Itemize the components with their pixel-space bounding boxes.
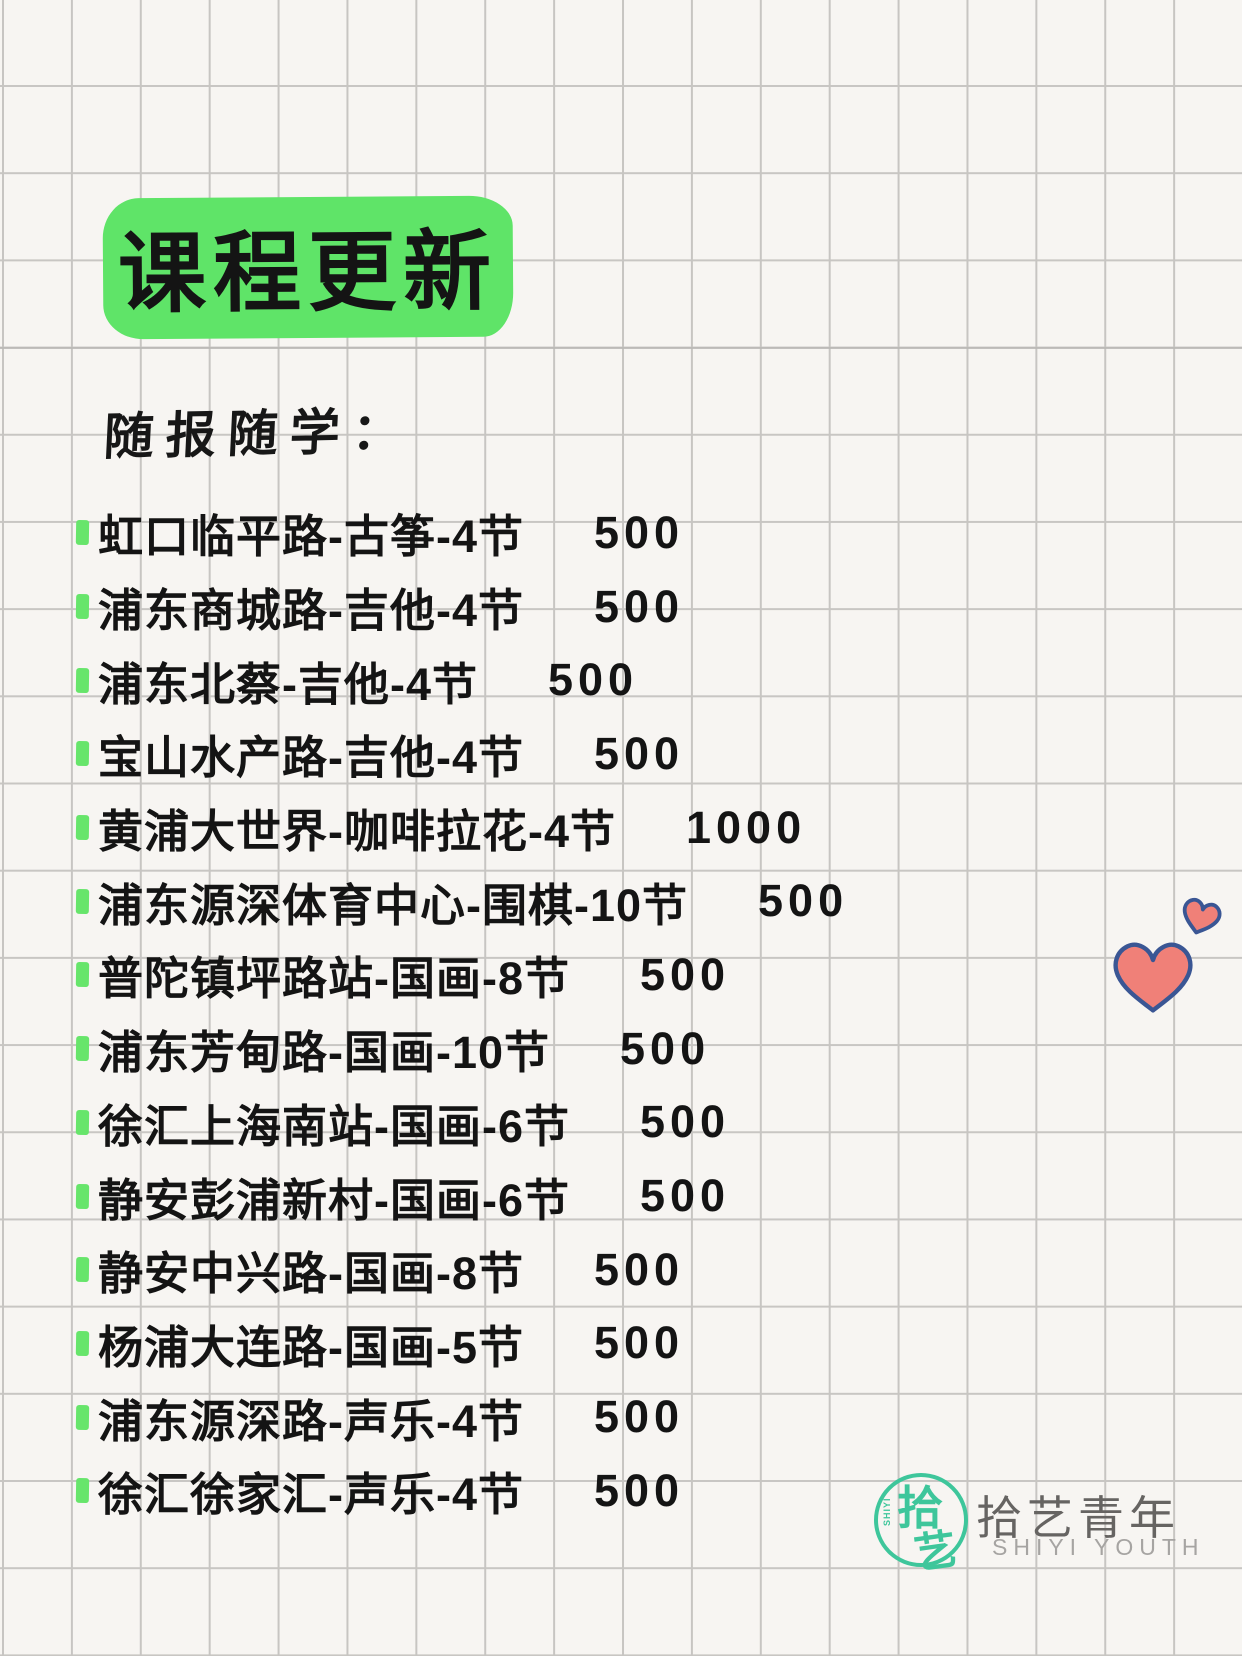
course-row: 黄浦大世界-咖啡拉花-4节 1000	[75, 791, 1176, 865]
title-highlight: 课程更新	[102, 195, 514, 340]
course-list: 虹口临平路-古筝-4节 500 浦东商城路-吉他-4节 500 浦东北蔡-吉他-…	[75, 496, 1176, 1528]
brand-logo: 拾 艺 SHIYI 拾艺青年 SHIYI YOUTH	[870, 1468, 1200, 1588]
course-row: 静安中兴路-国画-8节 500	[75, 1233, 1176, 1307]
big-heart-icon	[1113, 942, 1193, 1013]
course-row: 浦东北蔡-吉他-4节 500	[75, 643, 1176, 717]
bullet-icon	[75, 888, 90, 914]
course-name: 普陀镇坪路站-国画-8节	[98, 953, 570, 1005]
course-row: 静安彭浦新村-国画-6节 500	[75, 1159, 1176, 1233]
course-price: 500	[640, 948, 731, 1000]
bullet-icon	[75, 667, 90, 693]
course-price: 500	[594, 1317, 685, 1369]
course-price: 500	[758, 875, 849, 927]
logo-char-bottom: 艺	[911, 1525, 960, 1578]
course-name: 徐汇徐家汇-声乐-4节	[98, 1469, 524, 1521]
subtitle: 随报随学：	[102, 402, 416, 466]
course-row: 浦东源深路-声乐-4节 500	[75, 1380, 1176, 1454]
logo-name-cn: 拾艺青年	[976, 1492, 1180, 1544]
logo-name-en: SHIYI YOUTH	[992, 1534, 1205, 1560]
course-name: 宝山水产路-吉他-4节	[98, 732, 524, 784]
bullet-icon	[75, 1036, 90, 1062]
course-price: 500	[594, 506, 685, 558]
bullet-icon	[75, 1478, 90, 1504]
bullet-icon	[75, 1257, 90, 1283]
course-row: 虹口临平路-古筝-4节 500	[75, 496, 1176, 570]
hearts-icon	[1113, 897, 1222, 1013]
course-name: 浦东北蔡-吉他-4节	[98, 658, 478, 710]
logo-circle-icon	[874, 1473, 968, 1567]
course-row: 普陀镇坪路站-国画-8节 500	[75, 938, 1176, 1012]
course-name: 浦东源深体育中心-围棋-10节	[98, 879, 689, 931]
course-price: 500	[594, 1464, 685, 1516]
bullet-icon	[75, 962, 90, 988]
course-name: 杨浦大连路-国画-5节	[98, 1321, 524, 1373]
bullet-icon	[75, 520, 90, 546]
logo-vertical-text: SHIYI	[882, 1497, 892, 1526]
page-title: 课程更新	[117, 221, 499, 324]
course-name: 浦东商城路-吉他-4节	[98, 585, 524, 637]
course-name: 黄浦大世界-咖啡拉花-4节	[98, 806, 616, 858]
bullet-icon	[75, 741, 90, 767]
course-name: 浦东芳甸路-国画-10节	[98, 1027, 551, 1079]
course-row: 徐汇上海南站-国画-6节 500	[75, 1086, 1176, 1160]
grid-accent-line	[0, 347, 1242, 349]
course-name: 静安中兴路-国画-8节	[98, 1248, 524, 1300]
course-price: 500	[640, 1096, 731, 1148]
course-name: 静安彭浦新村-国画-6节	[98, 1174, 570, 1226]
course-name: 浦东源深路-声乐-4节	[98, 1395, 524, 1447]
course-price: 500	[594, 727, 685, 779]
course-price: 500	[640, 1170, 731, 1222]
bullet-icon	[75, 1183, 90, 1209]
bullet-icon	[75, 1330, 90, 1357]
course-row: 浦东源深体育中心-围棋-10节 500	[75, 864, 1176, 938]
course-row: 浦东商城路-吉他-4节 500	[75, 570, 1176, 644]
course-price: 500	[594, 580, 685, 632]
logo-char-top: 拾	[897, 1482, 943, 1534]
bullet-icon	[75, 814, 90, 841]
bullet-icon	[75, 593, 90, 620]
course-row: 宝山水产路-吉他-4节 500	[75, 717, 1176, 791]
course-price: 500	[594, 1243, 685, 1295]
course-row: 浦东芳甸路-国画-10节 500	[75, 1012, 1176, 1086]
bullet-icon	[75, 1404, 90, 1430]
course-price: 1000	[686, 801, 807, 853]
course-price: 500	[594, 1391, 685, 1443]
course-row: 徐汇徐家汇-声乐-4节 500	[75, 1454, 1176, 1528]
course-name: 徐汇上海南站-国画-6节	[98, 1100, 570, 1152]
course-row: 杨浦大连路-国画-5节 500	[75, 1307, 1176, 1381]
course-price: 500	[548, 654, 639, 706]
course-name: 虹口临平路-古筝-4节	[98, 511, 524, 563]
small-heart-icon	[1182, 897, 1222, 935]
bullet-icon	[75, 1109, 90, 1135]
course-price: 500	[620, 1022, 711, 1074]
